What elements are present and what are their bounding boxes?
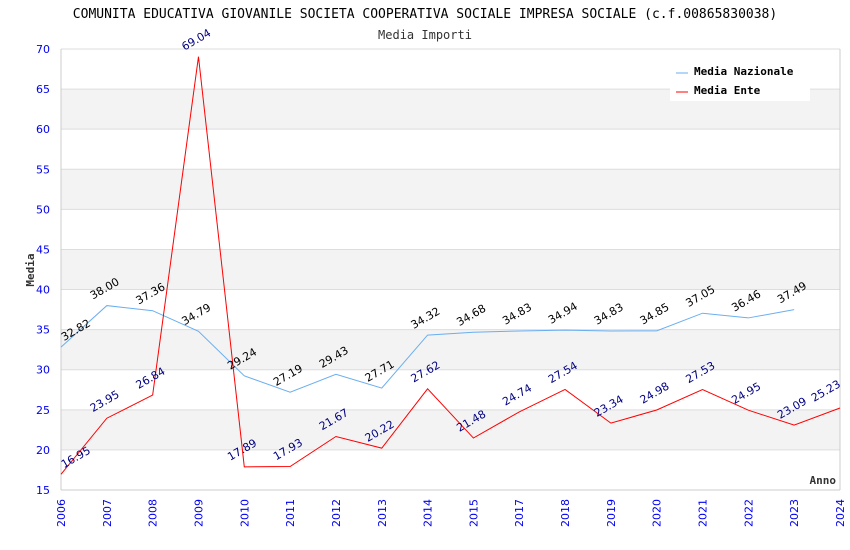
data-label: 34.79 — [179, 301, 213, 328]
grid-band — [61, 169, 840, 210]
x-axis-label: Anno — [810, 474, 837, 487]
y-tick-label: 55 — [36, 163, 50, 176]
x-tick-label: 2023 — [788, 499, 801, 527]
data-label: 36.46 — [729, 288, 763, 315]
legend-label-nazionale: Media Nazionale — [694, 65, 794, 78]
x-tick-label: 2008 — [147, 499, 160, 527]
data-label: 24.98 — [638, 380, 672, 407]
x-tick-label: 2024 — [834, 499, 847, 527]
chart-subtitle: Media Importi — [378, 28, 472, 42]
data-label: 25.23 — [809, 378, 843, 405]
x-tick-label: 2009 — [192, 499, 205, 527]
y-tick-label: 45 — [36, 243, 50, 256]
grid-band — [61, 249, 840, 290]
y-tick-label: 15 — [36, 484, 50, 497]
x-tick-label: 2017 — [513, 499, 526, 527]
x-tick-label: 2018 — [559, 499, 572, 527]
x-tick-label: 2011 — [284, 499, 297, 527]
x-tick-label: 2010 — [238, 499, 251, 527]
data-label: 24.95 — [729, 380, 763, 407]
series-line-nazionale — [60, 305, 795, 393]
x-tick-label: 2019 — [605, 499, 618, 527]
x-tick-label: 2021 — [697, 499, 710, 527]
series-line-ente — [60, 56, 841, 475]
x-tick-label: 2006 — [55, 499, 68, 527]
data-label: 34.85 — [638, 300, 672, 327]
legend: Media Nazionale Media Ente — [670, 60, 810, 101]
x-tick-label: 2012 — [330, 499, 343, 527]
y-tick-label: 20 — [36, 444, 50, 457]
y-tick-label: 35 — [36, 324, 50, 337]
x-tick-label: 2022 — [742, 499, 755, 527]
legend-label-ente: Media Ente — [694, 84, 761, 97]
y-tick-label: 40 — [36, 284, 50, 297]
data-label: 34.83 — [592, 301, 626, 328]
x-tick-label: 2007 — [101, 499, 114, 527]
x-tick-label: 2014 — [422, 499, 435, 527]
x-tick-label: 2013 — [376, 499, 389, 527]
x-tick-label: 2020 — [651, 499, 664, 527]
data-label: 34.32 — [409, 305, 443, 332]
data-label: 24.74 — [500, 381, 534, 408]
y-tick-label: 30 — [36, 364, 50, 377]
y-tick-label: 50 — [36, 203, 50, 216]
grid-band — [61, 329, 840, 370]
x-tick-label: 2015 — [467, 499, 480, 527]
y-tick-label: 70 — [36, 43, 50, 56]
data-label: 34.94 — [546, 300, 580, 327]
data-label: 34.83 — [500, 301, 534, 328]
y-tick-label: 25 — [36, 404, 50, 417]
y-tick-label: 60 — [36, 123, 50, 136]
chart-title: COMUNITA EDUCATIVA GIOVANILE SOCIETA COO… — [73, 7, 777, 22]
y-axis-label: Media — [24, 253, 37, 286]
data-label: 34.68 — [454, 302, 488, 329]
y-tick-label: 65 — [36, 83, 50, 96]
grid-band — [61, 409, 840, 450]
